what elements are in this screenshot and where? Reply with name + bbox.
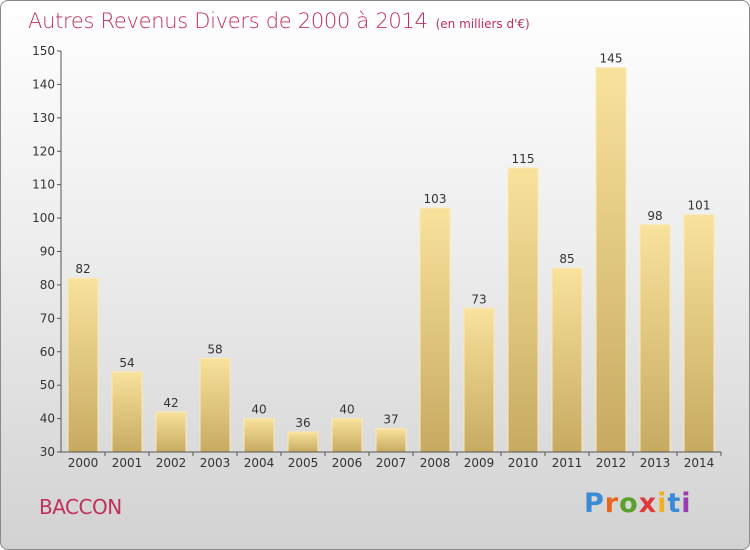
bar-2014 [683,214,715,453]
location-label: BACCON [39,495,122,519]
bar-2007 [375,428,407,453]
brand-letter: x [638,488,658,519]
y-tick-label: 120 [32,144,55,158]
y-tick-label: 130 [32,111,55,125]
data-label-2014: 101 [688,199,711,213]
x-tick-label: 2000 [68,456,99,470]
data-label-2004: 40 [251,403,266,417]
x-tick-label: 2007 [376,456,407,470]
bar-2004 [243,418,275,453]
bar-2013 [639,224,671,453]
x-tick-label: 2013 [640,456,671,470]
data-label-2002: 42 [163,396,178,410]
data-label-2010: 115 [512,152,535,166]
bars-group: 82 54 42 58 40 36 40 37 103 73 115 85 145 98 101 [67,52,715,453]
x-tick-label: 2002 [156,456,187,470]
bar-2001 [111,371,143,453]
data-label-2012: 145 [600,52,623,66]
brand-letter: i [657,488,668,519]
x-axis: 2000 2001 2002 2003 2004 2005 2006 2007 2008 2009… [61,451,722,470]
y-tick-label: 110 [32,178,55,192]
bar-2005 [287,431,319,453]
x-tick-label: 2001 [112,456,143,470]
x-tick-label: 2011 [552,456,583,470]
y-tick-label: 150 [32,44,55,58]
brand-letter: P [584,488,605,519]
x-tick-label: 2010 [508,456,539,470]
bar-2008 [419,207,451,453]
brand-letter: i [681,488,692,519]
brand-letter: o [619,488,639,519]
brand-letter: r [604,488,620,519]
x-tick-label: 2005 [288,456,319,470]
y-tick-label: 100 [32,211,55,225]
y-tick-label: 140 [32,77,55,91]
data-label-2008: 103 [424,192,447,206]
y-tick-label: 80 [40,278,55,292]
unit-note: (en milliers d'€) [435,17,530,31]
data-label-2013: 98 [647,209,662,223]
y-tick-label: 70 [40,311,55,325]
title-text: Autres Revenus Divers de 2000 à 2014 [28,9,428,33]
y-tick-label: 50 [40,378,55,392]
chart-title: Autres Revenus Divers de 2000 à 2014 (en … [28,9,530,33]
x-tick-label: 2006 [332,456,363,470]
y-tick-label: 90 [40,245,55,259]
bar-2003 [199,357,231,453]
y-tick-label: 30 [40,445,55,459]
data-label-2000: 82 [75,262,90,276]
y-tick-label: 60 [40,345,55,359]
brand-logo: Proxiti [584,488,692,519]
x-tick-label: 2009 [464,456,495,470]
x-tick-label: 2004 [244,456,275,470]
data-label-2009: 73 [471,292,486,306]
bar-2012 [595,67,627,453]
y-tick-label: 40 [40,412,55,426]
data-label-2006: 40 [339,403,354,417]
data-label-2001: 54 [119,356,134,370]
data-label-2003: 58 [207,342,222,356]
data-label-2005: 36 [295,416,310,430]
x-tick-label: 2012 [596,456,627,470]
bar-2011 [551,267,583,453]
x-tick-label: 2008 [420,456,451,470]
bar-2002 [155,411,187,453]
brand-letter: t [667,488,682,519]
x-tick-label: 2014 [684,456,715,470]
data-label-2007: 37 [383,413,398,427]
bar-2009 [463,307,495,453]
y-axis: 30 40 50 60 70 80 90 100 110 120 130 140 150 [32,44,62,459]
data-label-2011: 85 [559,252,574,266]
x-tick-label: 2003 [200,456,231,470]
bar-2000 [67,277,99,453]
bar-2006 [331,418,363,453]
bar-2010 [507,167,539,453]
